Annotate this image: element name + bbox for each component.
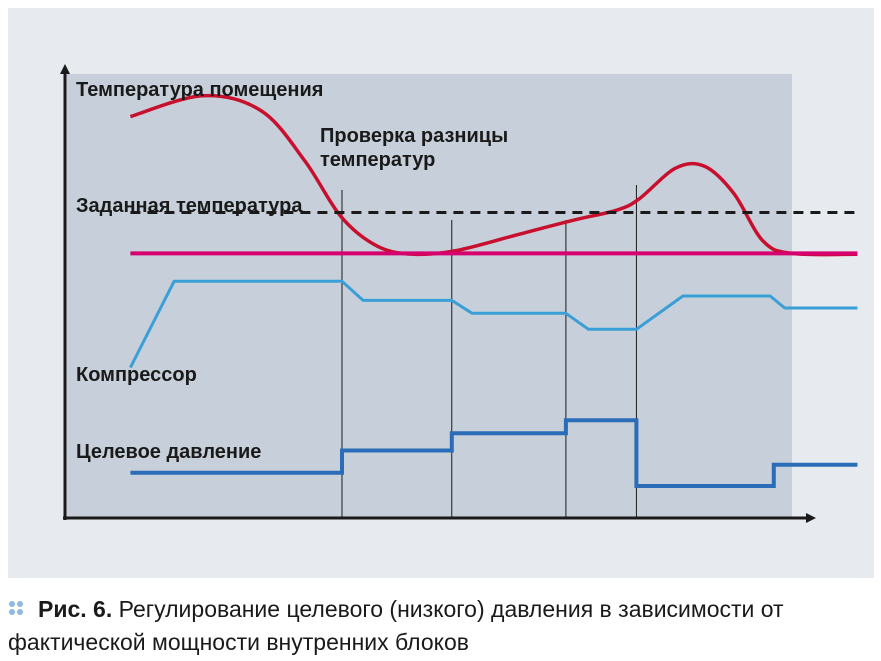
label-room-temperature: Температура помещения <box>76 79 323 101</box>
series-compressor <box>129 279 858 369</box>
plot-area <box>65 74 792 518</box>
label-target-pressure: Целевое давление <box>76 441 261 463</box>
figure-caption: Рис. 6. Регулирование целевого (низкого)… <box>8 593 878 659</box>
label-compressor: Компрессор <box>76 364 197 386</box>
label-check-difference-line2: температур <box>320 149 435 171</box>
chart: Температура помещения Проверка разницы т… <box>60 64 858 523</box>
label-set-temperature: Заданная температура <box>76 195 303 217</box>
series-room-temp <box>129 93 858 257</box>
caption-dots-icon <box>9 601 23 615</box>
caption-text: Регулирование целевого (низкого) давлени… <box>8 596 784 655</box>
series-target-pressure <box>130 418 858 488</box>
label-check-difference: Проверка разницы <box>320 125 508 147</box>
caption-figure-number: Рис. 6. <box>38 596 113 622</box>
